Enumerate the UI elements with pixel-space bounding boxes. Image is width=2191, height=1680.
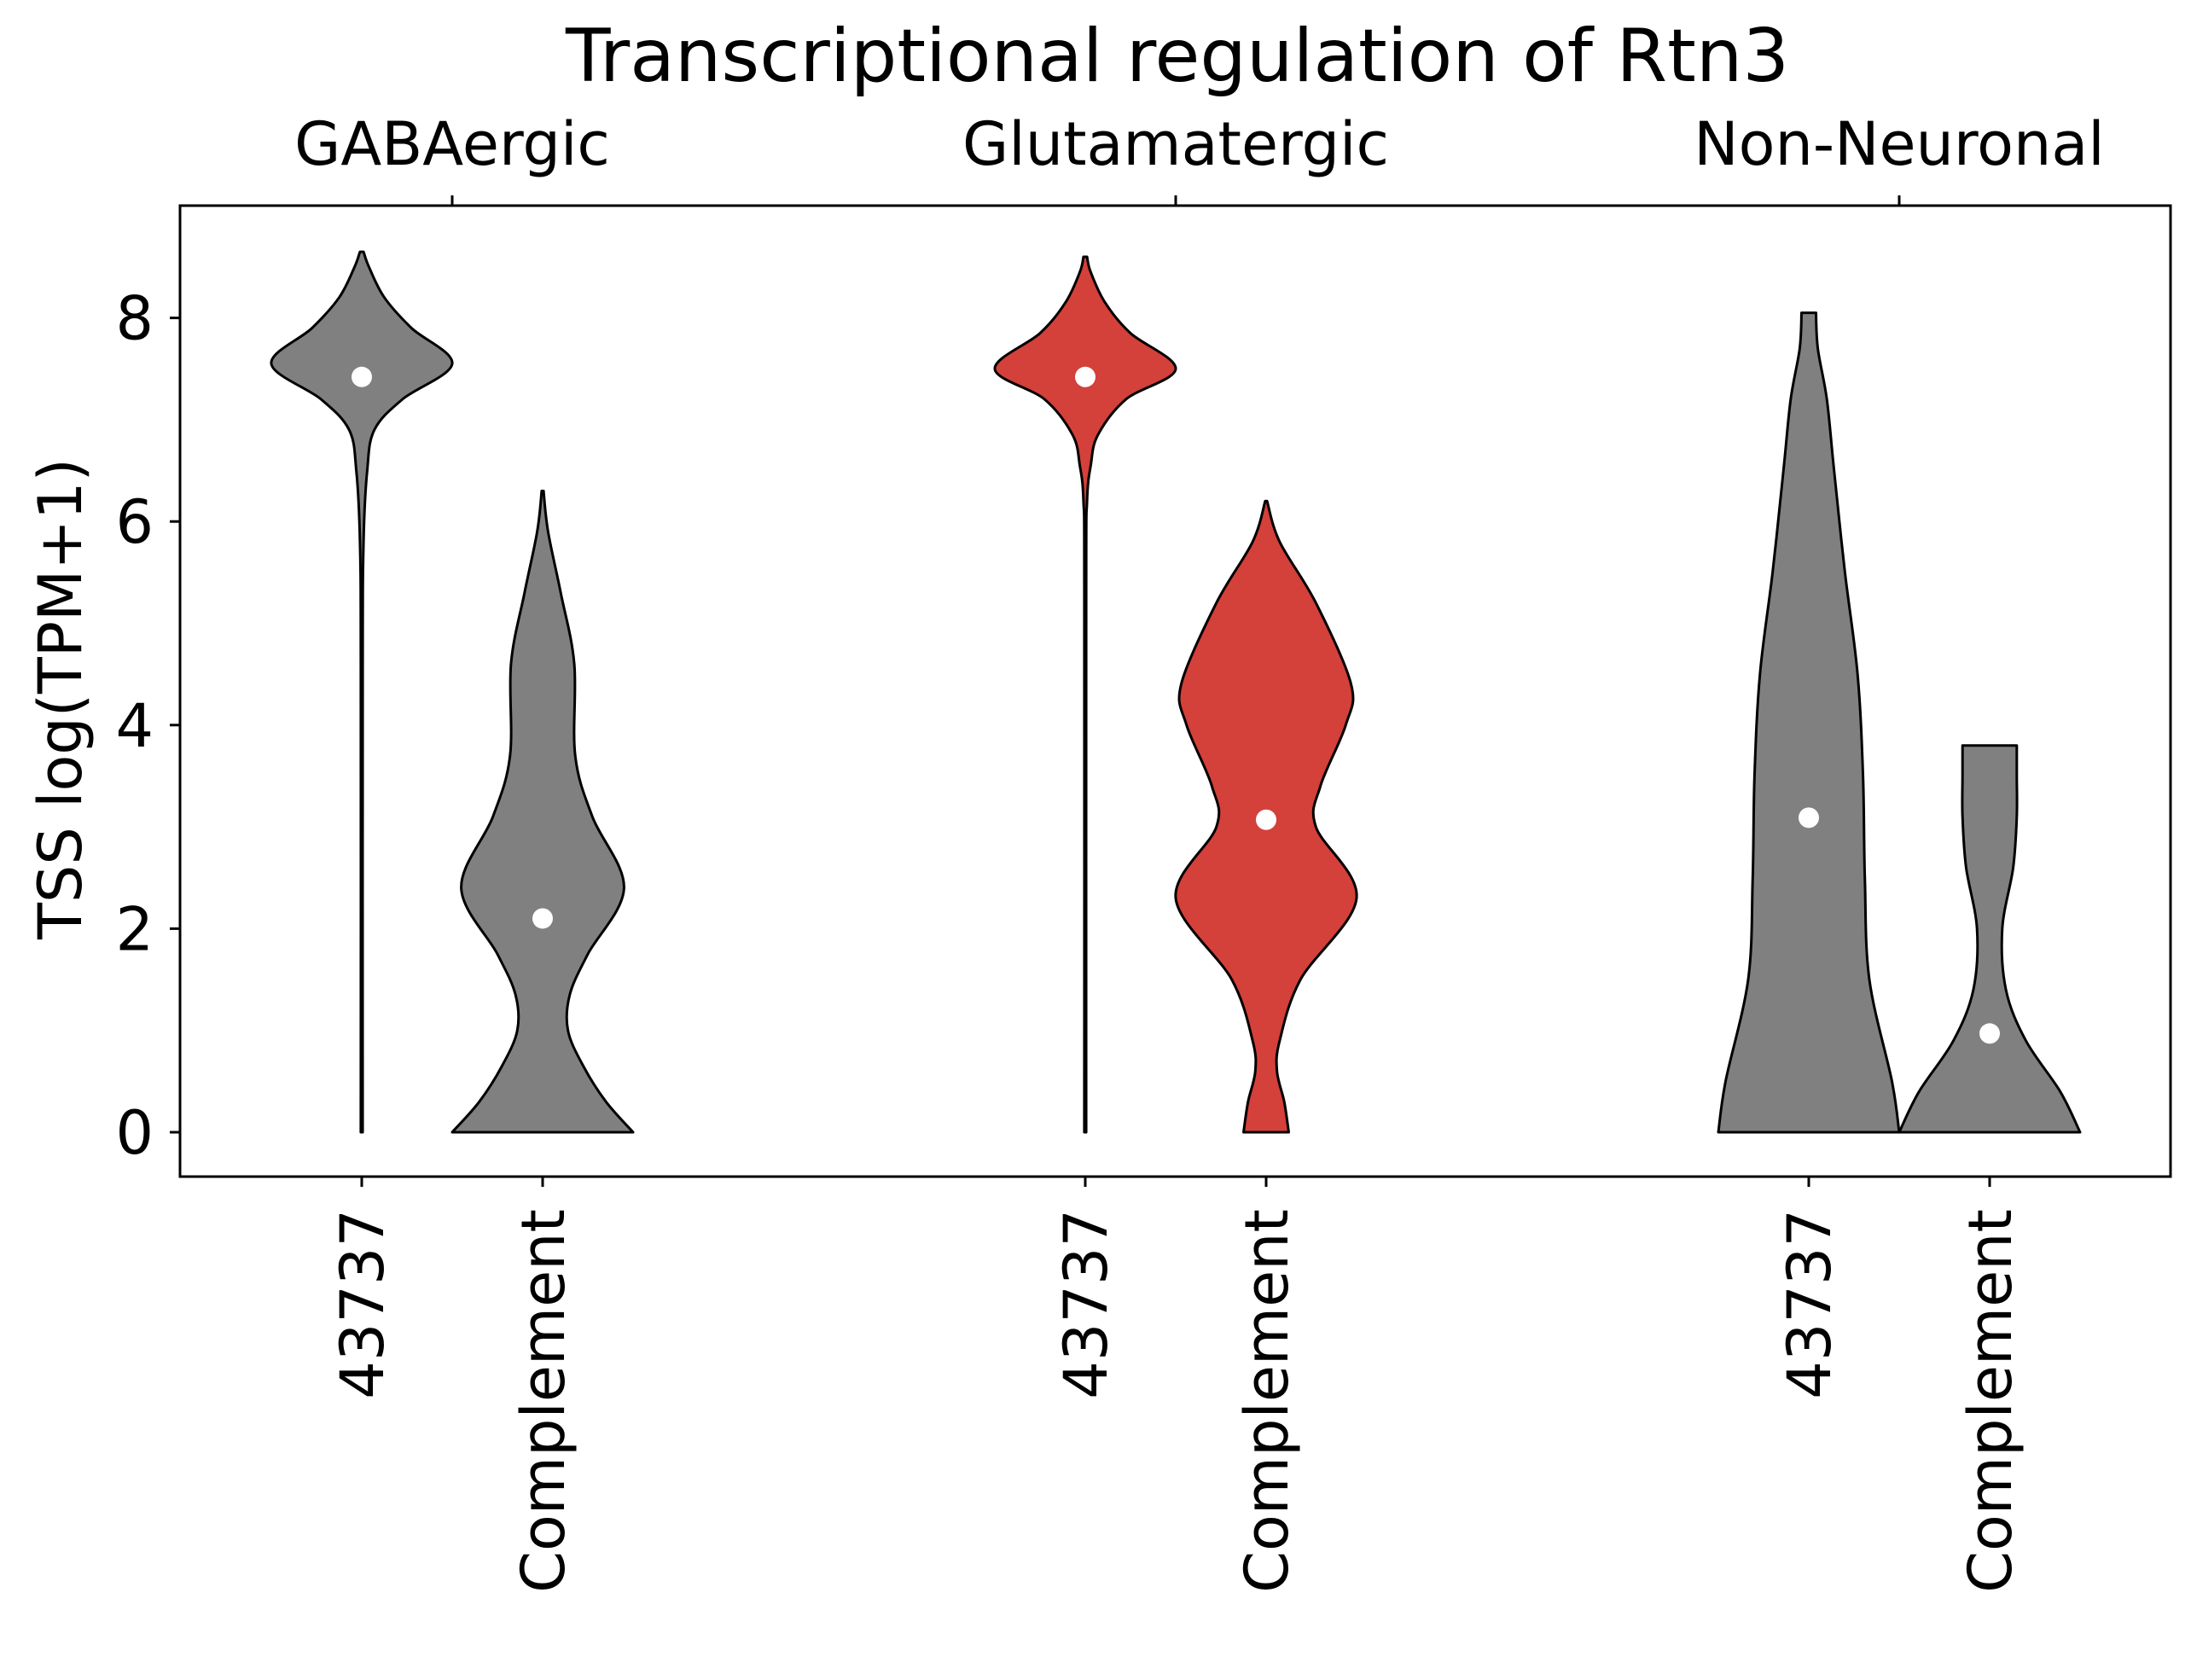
group-axis: GABAergic Glutamatergic Non-Neuronal xyxy=(294,109,2105,206)
y-axis-label: TSS log(TPM+1) xyxy=(26,458,96,940)
x-tick-label: Complement xyxy=(1956,1209,2025,1593)
plot-frame xyxy=(178,204,2172,1178)
group-label: GABAergic xyxy=(294,109,610,179)
chart-title: Transcriptional regulation of Rtn3 xyxy=(565,14,1789,99)
x-tick-label: 43737 xyxy=(328,1209,398,1399)
y-tick-label: 4 xyxy=(115,691,154,761)
y-tick-label: 2 xyxy=(115,894,154,964)
violins xyxy=(270,250,2082,1134)
median-marker xyxy=(1256,809,1276,830)
x-axis: 43737 Complement 43737 Complement 43737 Compl… xyxy=(328,1177,2025,1593)
y-tick-label: 6 xyxy=(115,487,154,557)
violin-glutamatergic-43737 xyxy=(993,255,1177,1134)
group-label: Glutamatergic xyxy=(962,109,1389,179)
x-tick-label: Complement xyxy=(1232,1209,1302,1593)
median-marker xyxy=(1979,1023,2000,1044)
violin-gabaergic-43737 xyxy=(270,250,454,1134)
group-label: Non-Neuronal xyxy=(1694,109,2104,179)
median-marker xyxy=(352,366,372,387)
violin-gabaergic-complement xyxy=(450,489,635,1134)
x-tick-label: 43737 xyxy=(1051,1209,1121,1399)
violin-non-neuronal-43737 xyxy=(1717,311,1901,1134)
x-tick-label: 43737 xyxy=(1775,1209,1845,1399)
median-marker xyxy=(532,908,553,929)
y-tick-label: 0 xyxy=(115,1098,154,1168)
median-marker xyxy=(1075,366,1096,387)
y-axis: 0 2 4 6 8 xyxy=(115,284,180,1168)
x-tick-label: Complement xyxy=(509,1209,578,1593)
median-marker xyxy=(1799,807,1819,828)
y-tick-label: 8 xyxy=(115,284,154,354)
violin-non-neuronal-complement xyxy=(1898,744,2082,1134)
